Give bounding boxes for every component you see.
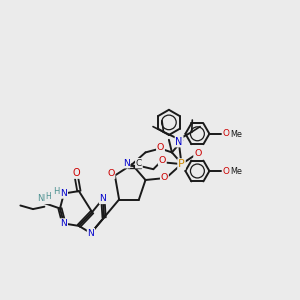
- Text: O: O: [194, 149, 201, 158]
- Text: O: O: [107, 169, 115, 178]
- Text: N: N: [176, 136, 183, 147]
- Text: Me: Me: [230, 130, 242, 139]
- Text: P: P: [178, 159, 185, 169]
- Text: H: H: [45, 192, 51, 201]
- Text: N: N: [88, 229, 94, 238]
- Text: O: O: [223, 167, 230, 176]
- Text: O: O: [72, 168, 80, 178]
- Text: H: H: [53, 187, 60, 196]
- Text: Me: Me: [230, 167, 242, 176]
- Text: O: O: [157, 143, 164, 152]
- Text: N: N: [61, 189, 67, 198]
- Text: O: O: [223, 129, 230, 138]
- Text: N: N: [100, 194, 106, 203]
- Text: N: N: [123, 159, 130, 168]
- Text: O: O: [159, 156, 166, 165]
- Text: NH: NH: [38, 194, 50, 203]
- Text: N: N: [61, 219, 67, 228]
- Text: O: O: [161, 173, 168, 182]
- Text: C: C: [136, 159, 142, 168]
